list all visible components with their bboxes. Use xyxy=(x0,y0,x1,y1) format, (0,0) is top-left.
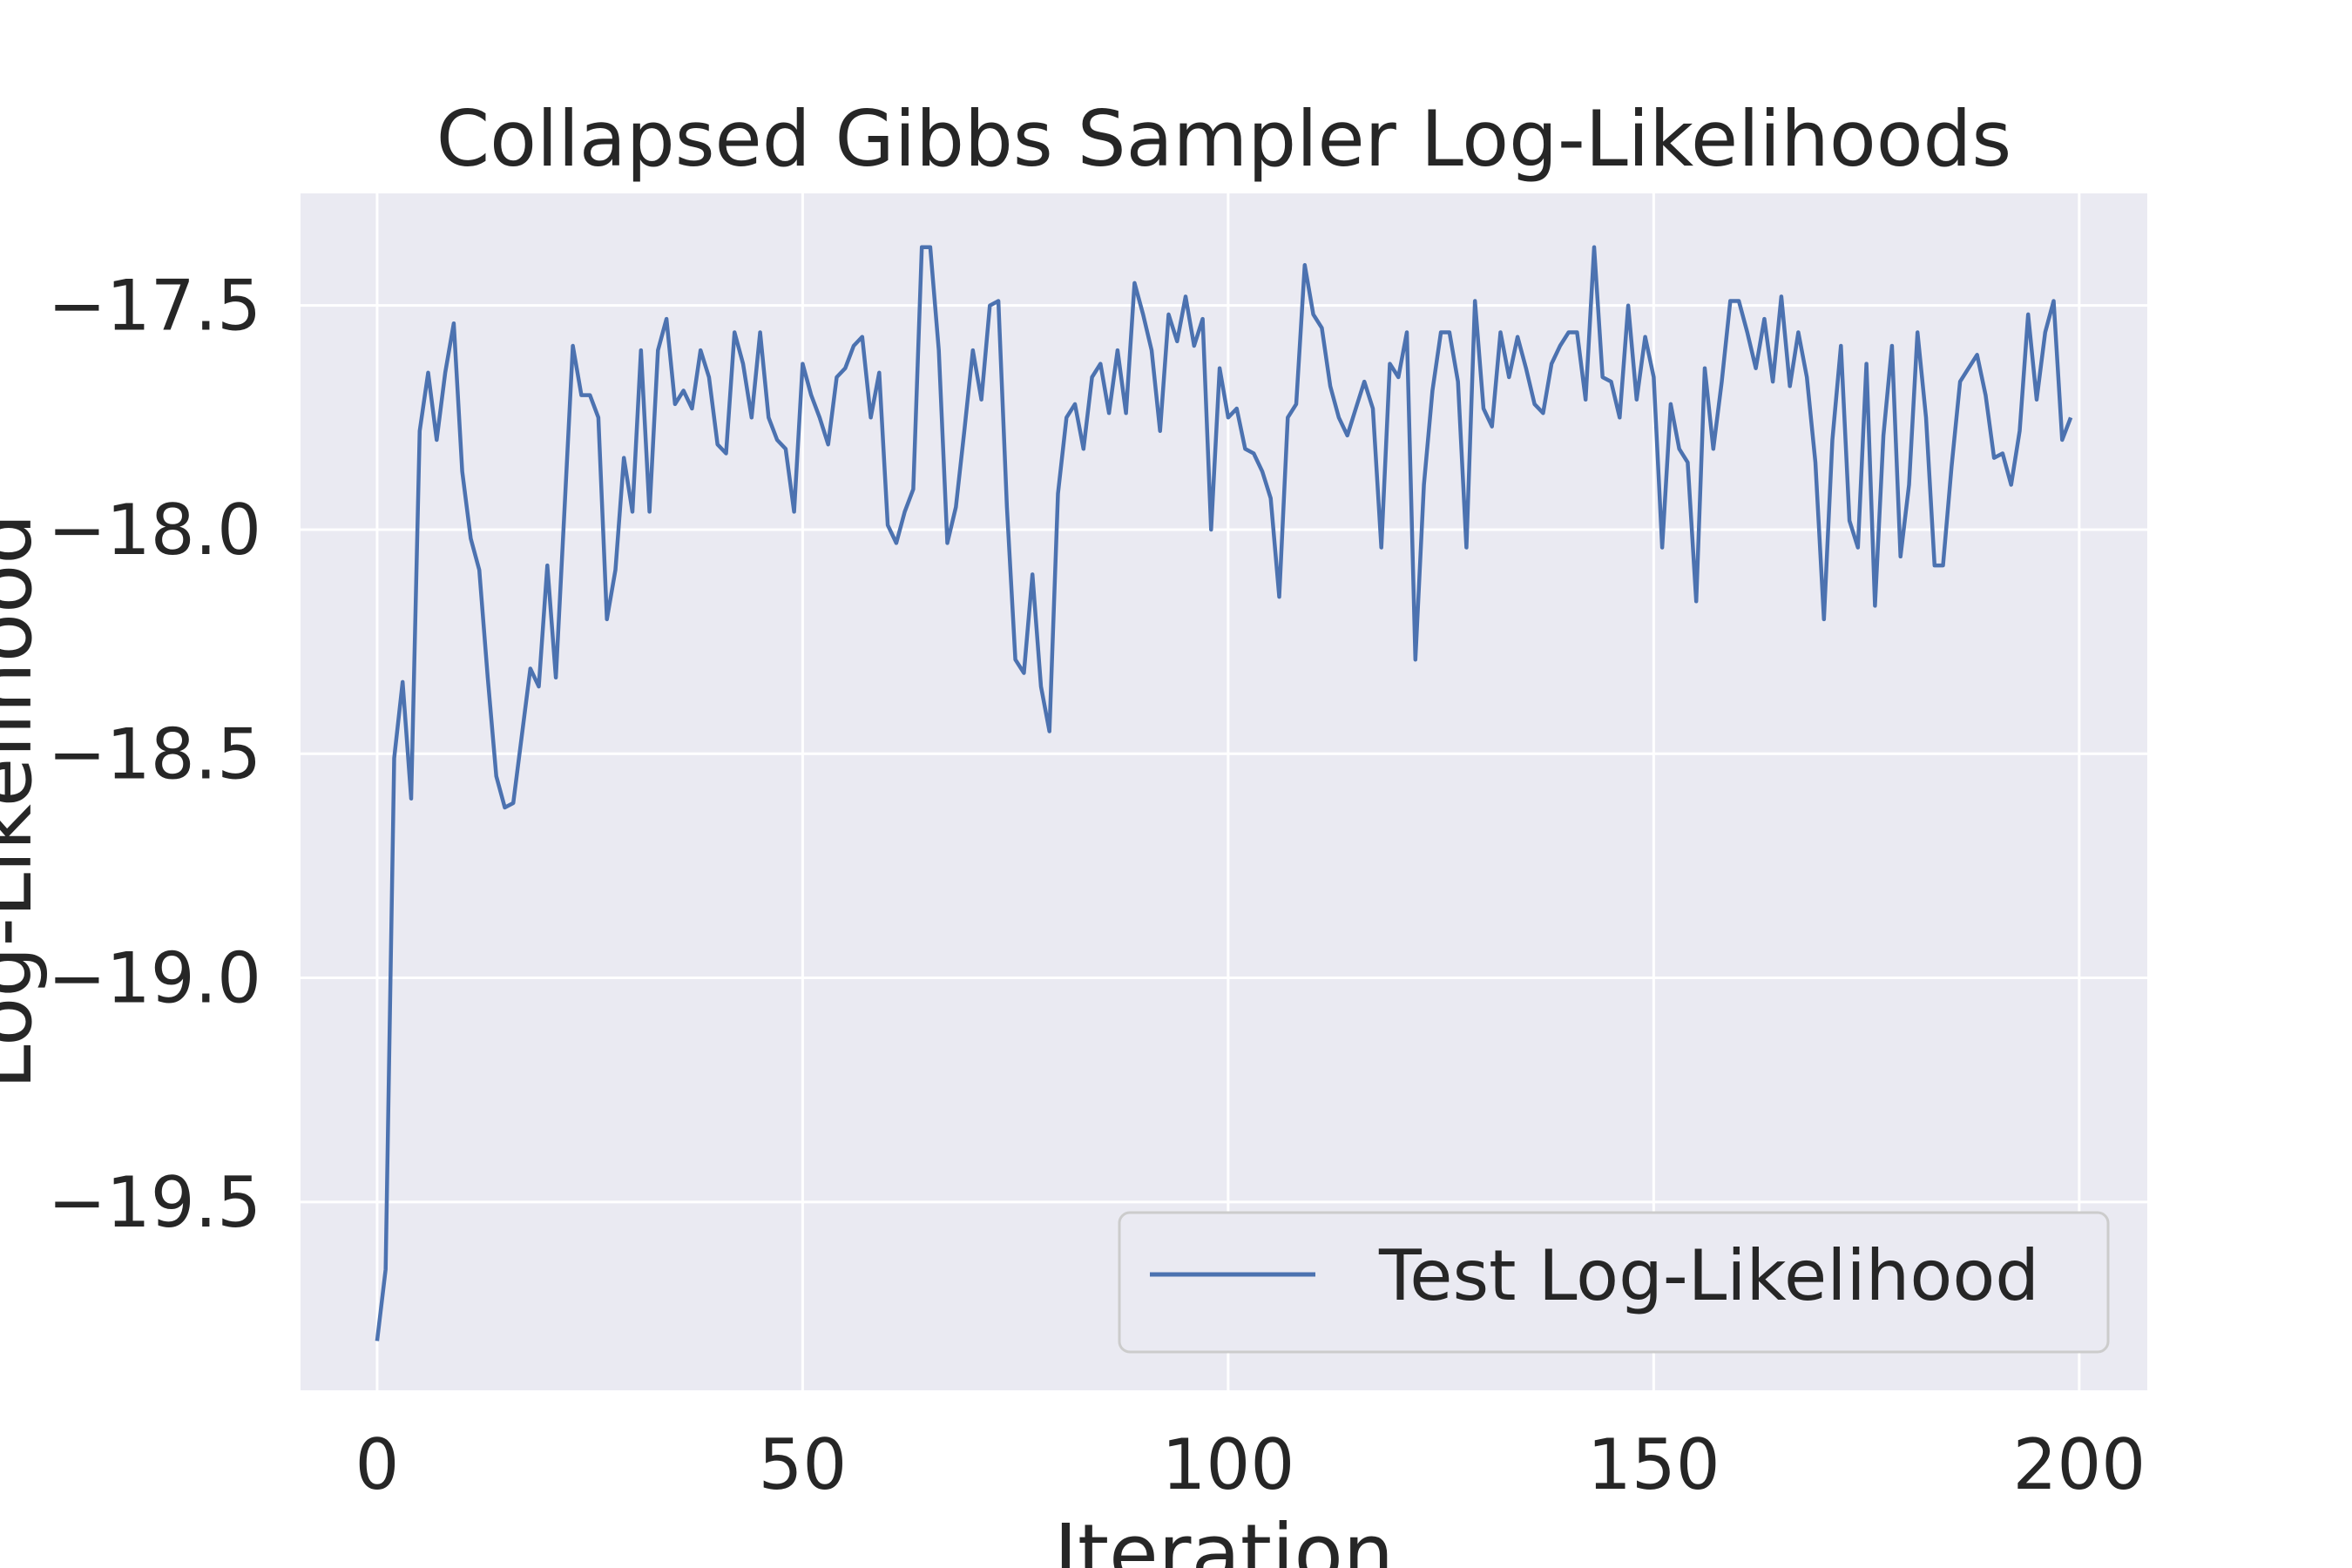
y-axis-label: Log-Likelihood xyxy=(0,513,50,1089)
y-tick-label: −18.5 xyxy=(48,713,261,794)
x-tick-label: 0 xyxy=(355,1424,399,1505)
y-tick-label: −18.0 xyxy=(48,490,261,571)
y-tick-label: −19.5 xyxy=(48,1162,261,1243)
y-tick-label: −17.5 xyxy=(48,266,261,347)
grid-lines xyxy=(301,193,2147,1390)
x-tick-label: 100 xyxy=(1162,1424,1295,1505)
y-tick-labels: −17.5 −18.0 −18.5 −19.0 −19.5 xyxy=(48,266,261,1243)
x-tick-label: 150 xyxy=(1587,1424,1720,1505)
chart-title: Collapsed Gibbs Sampler Log-Likelihoods xyxy=(436,94,2012,184)
series-layer xyxy=(375,245,2073,1342)
series-line-test-log-likelihood xyxy=(375,245,2073,1342)
legend-box xyxy=(1118,1211,2110,1354)
legend: Test Log-Likelihood xyxy=(1118,1211,2110,1354)
x-tick-label: 200 xyxy=(2012,1424,2146,1505)
y-tick-label: −19.0 xyxy=(48,938,261,1019)
x-axis-label: Iteration xyxy=(1054,1507,1394,1568)
legend-series-label: Test Log-Likelihood xyxy=(1378,1235,2039,1316)
x-tick-label: 50 xyxy=(759,1424,848,1505)
x-tick-labels: 0 50 100 150 200 xyxy=(355,1424,2146,1505)
